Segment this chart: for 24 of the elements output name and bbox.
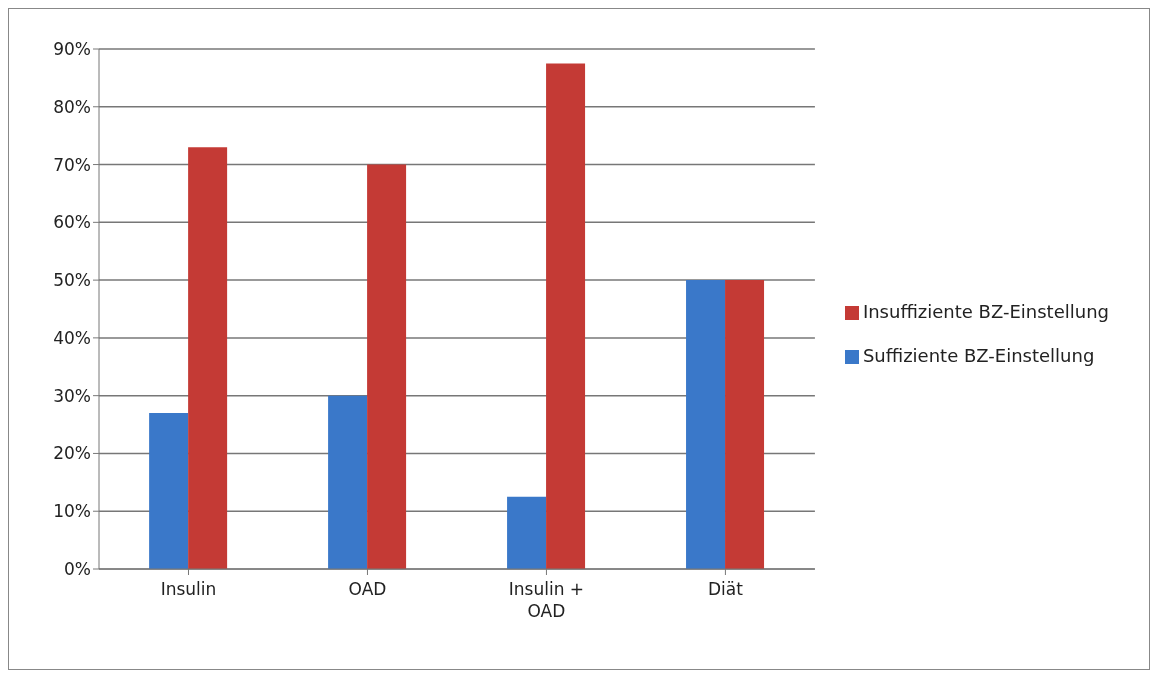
- legend-label: Suffiziente BZ-Einstellung: [862, 345, 1095, 366]
- y-tick-label: 90%: [53, 39, 91, 60]
- y-tick-label: 0%: [64, 559, 91, 580]
- y-tick-label: 70%: [53, 154, 91, 175]
- x-tick-label: Diät: [707, 579, 744, 599]
- x-tick-label: OAD: [348, 579, 387, 599]
- x-tick-label: Insulin: [160, 579, 217, 599]
- bar: [725, 280, 765, 569]
- y-tick-label: 40%: [53, 327, 91, 348]
- legend-label: Insuffiziente BZ-Einstellung: [862, 301, 1109, 322]
- bar: [149, 413, 189, 569]
- y-tick-label: 30%: [53, 385, 91, 406]
- bar: [686, 280, 726, 569]
- y-tick-label: 50%: [53, 270, 91, 291]
- y-tick-label: 20%: [53, 443, 91, 464]
- bar: [507, 496, 547, 569]
- y-tick-label: 10%: [53, 501, 91, 522]
- x-tick-label: Insulin + OAD: [508, 579, 585, 621]
- bar: [328, 395, 368, 569]
- bar: [188, 147, 228, 569]
- bar: [546, 63, 586, 569]
- y-tick-label: 80%: [53, 96, 91, 117]
- bar: [367, 164, 407, 569]
- y-tick-label: 60%: [53, 212, 91, 233]
